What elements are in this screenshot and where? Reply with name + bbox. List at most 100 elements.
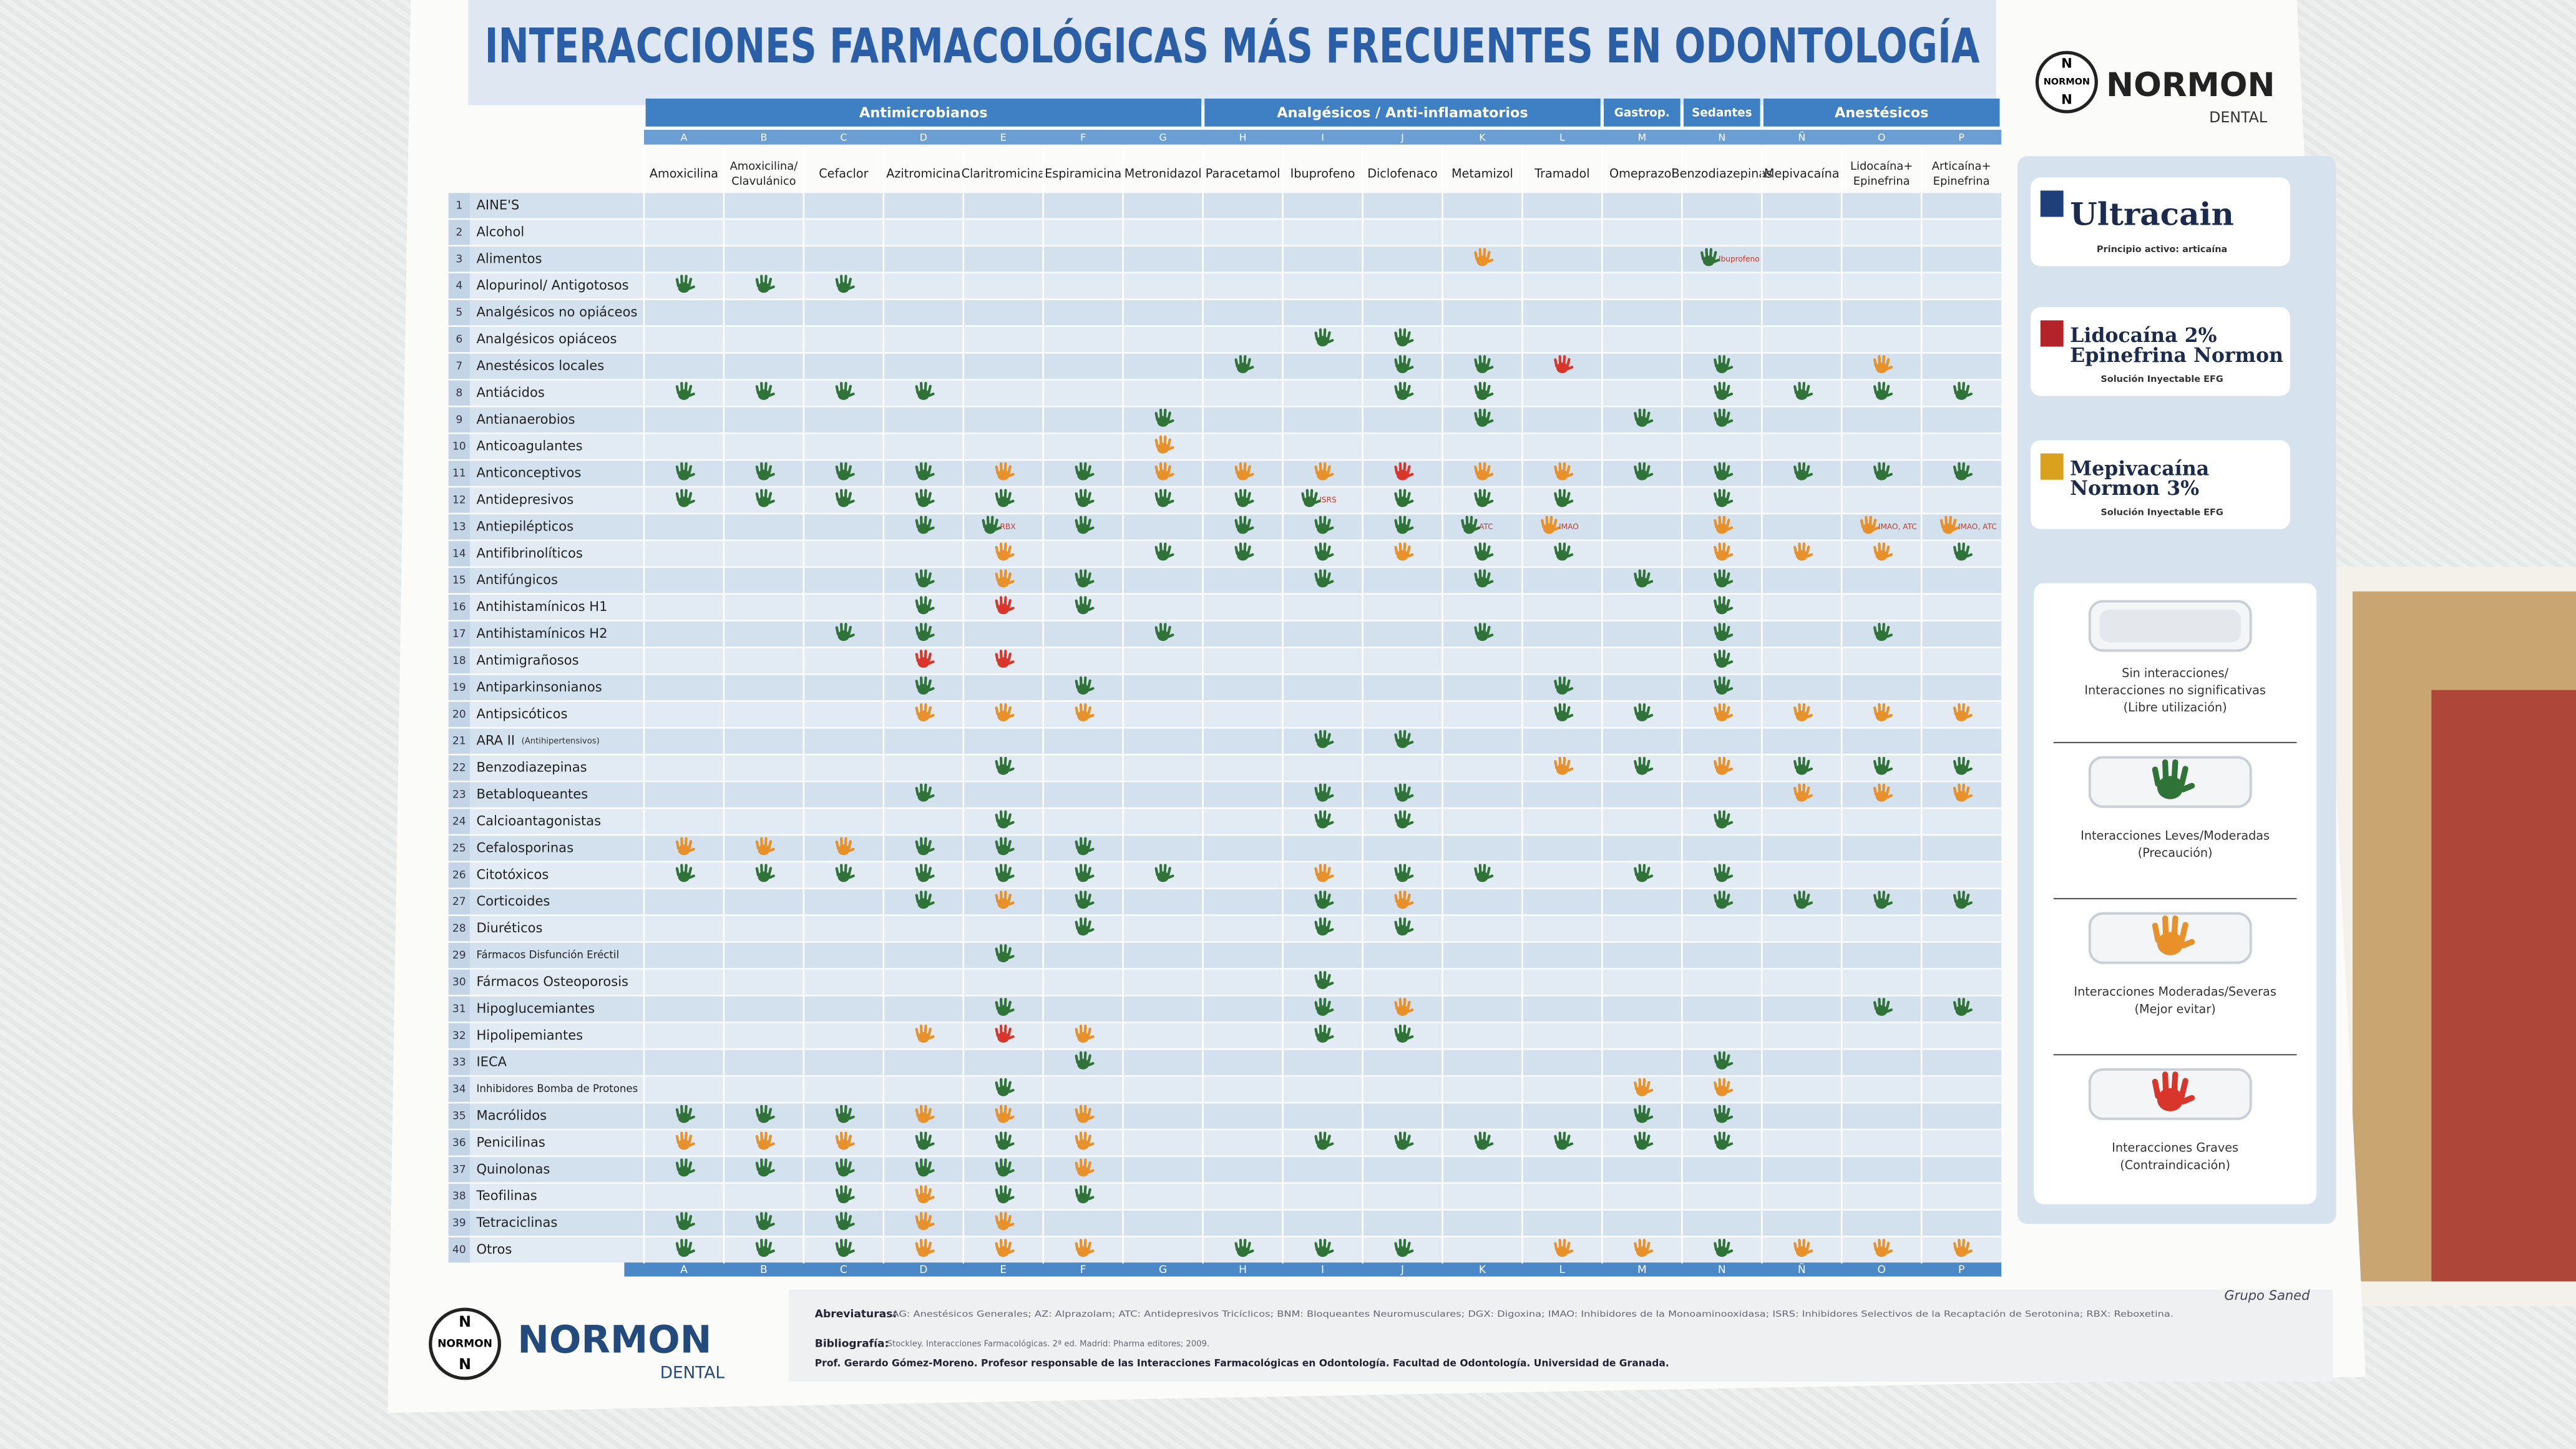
hand-icon: [1154, 408, 1174, 427]
hand-palm: [1715, 1139, 1728, 1150]
product-sub: Solución Inyectable EFG: [2100, 374, 2223, 384]
hand-icon: [1474, 1131, 1494, 1150]
hand-palm: [1476, 469, 1488, 481]
row-number: 40: [452, 1244, 466, 1256]
hand-fingers: [915, 489, 935, 504]
product-logo: [2040, 320, 2064, 347]
hand-icon: [1075, 515, 1095, 534]
row-number: 31: [452, 1003, 466, 1015]
hand-icon: [1314, 917, 1334, 936]
hand-palm: [1317, 1005, 1329, 1016]
hand-fingers: [1714, 623, 1734, 638]
group-bar: [1763, 98, 2000, 127]
hand-icon: [1394, 1131, 1414, 1150]
hand-palm: [917, 898, 930, 909]
hand-icon: [1075, 1051, 1095, 1070]
abbr: AG: Anestésicos Generales; AZ: Alprazola…: [892, 1309, 2174, 1319]
hand-palm: [1636, 469, 1648, 481]
row-label: Alopurinol/ Antigotosos: [476, 277, 628, 293]
row-label: Penicilinas: [476, 1134, 545, 1149]
hand-fingers: [755, 381, 775, 397]
hand-palm: [1955, 1246, 1968, 1257]
hand-fingers: [1700, 248, 1720, 263]
logo-word: NORMON: [437, 1338, 492, 1350]
hand-fingers: [915, 569, 935, 585]
hand-icon: [1394, 783, 1414, 802]
hand-icon: [1554, 676, 1574, 695]
hand-palm: [997, 1166, 1010, 1177]
hand-icon: [1394, 890, 1414, 909]
hand-palm: [1955, 389, 1968, 400]
hand-icon: [1075, 489, 1095, 507]
hand-palm: [917, 523, 930, 534]
hand-icon: [1394, 810, 1414, 829]
hand-fingers: [915, 623, 935, 638]
column-letter: L: [1559, 1264, 1566, 1276]
hand-fingers: [1075, 703, 1095, 718]
hand-palm: [1636, 871, 1648, 882]
hand-palm: [917, 1219, 930, 1231]
hand-icon: [1314, 542, 1334, 561]
legend-box: [2034, 583, 2317, 1204]
hand-icon: [1953, 542, 1973, 561]
row-band: [448, 595, 2002, 620]
column-name: Espiramicina: [1045, 167, 1121, 181]
hand-icon: [1714, 1239, 1734, 1257]
hand-palm: [837, 1246, 850, 1257]
hand-icon: [915, 864, 935, 882]
row-number-box: [448, 1184, 470, 1209]
hand-icon: [755, 1105, 775, 1123]
hand-palm: [1556, 1246, 1568, 1257]
row-band: [448, 568, 2002, 593]
hand-icon: [1634, 1239, 1654, 1257]
row-number: 23: [452, 789, 466, 801]
hand-palm: [1955, 550, 1968, 561]
row-number-box: [448, 621, 470, 647]
hand-icon: [835, 489, 855, 507]
hand-fingers: [1314, 1239, 1334, 1254]
row-band: [448, 1076, 2002, 1102]
hand-palm: [1157, 469, 1169, 481]
hand-palm: [1795, 469, 1808, 481]
hand-icon: [755, 837, 775, 856]
hand-palm: [1397, 550, 1408, 561]
row-number-box: [448, 541, 470, 567]
hand-palm: [837, 496, 850, 507]
hand-fingers: [1314, 569, 1334, 585]
legend-label: (Contraindicación): [2120, 1158, 2230, 1172]
hand-icon: [1793, 783, 1813, 802]
hand-fingers: [995, 1158, 1015, 1174]
hand-palm: [1157, 442, 1169, 454]
hand-icon: [1873, 703, 1893, 721]
hand-fingers: [1634, 1239, 1654, 1254]
hand-fingers: [1793, 890, 1813, 906]
hand-fingers: [755, 489, 775, 504]
column-letter: C: [840, 1264, 847, 1276]
hand-fingers: [1075, 917, 1095, 933]
hand-icon: [755, 275, 775, 293]
hand-fingers: [982, 515, 1002, 531]
hand-icon: [995, 596, 1015, 615]
row-number-box: [448, 1103, 470, 1129]
logo-initial: N: [459, 1355, 471, 1373]
hand-palm: [1715, 1058, 1728, 1070]
hand-icon: [675, 1131, 695, 1150]
column-letter: B: [760, 1264, 768, 1276]
hand-fingers: [1873, 703, 1893, 718]
hand-palm: [997, 603, 1010, 615]
logo-word: NORMON: [2044, 77, 2090, 87]
column-letter: Ñ: [1798, 132, 1805, 144]
row-band: [448, 675, 2002, 701]
column-letter: C: [840, 132, 847, 144]
hand-palm: [1942, 523, 1954, 534]
product-sub: Principio activo: articaína: [2097, 245, 2227, 255]
hand-palm: [1077, 1032, 1090, 1043]
hand-fingers: [1394, 917, 1414, 933]
row-number-box: [448, 380, 470, 406]
hand-fingers: [1793, 783, 1813, 799]
hand-palm: [1556, 469, 1568, 481]
row-number-box: [448, 942, 470, 968]
hand-icon: [1953, 783, 1973, 802]
hand-icon: [1873, 997, 1893, 1016]
hand-icon: [1541, 515, 1561, 534]
